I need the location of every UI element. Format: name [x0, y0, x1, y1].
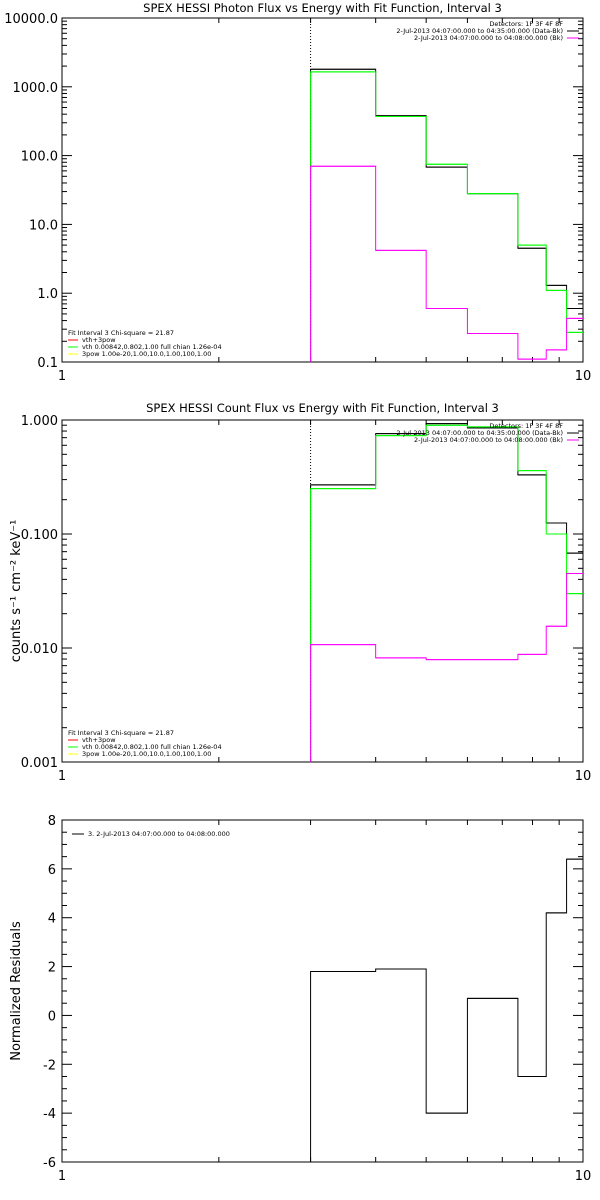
y-tick-label: 1000.0 [13, 81, 59, 96]
series-2-step-line [310, 573, 583, 762]
legend-left-entry: vth+3pow [82, 336, 116, 344]
legend-right-entry: 2-Jul-2013 04:07:00.000 to 04:35:00.000 … [396, 429, 563, 437]
legend-left-entry: 3pow 1.00e-20,1.00,10.0,1.00,100,1.00 [82, 350, 211, 358]
chart-title: SPEX HESSI Photon Flux vs Energy with Fi… [143, 1, 502, 15]
series-0-step-line [310, 858, 583, 1162]
plot-frame [61, 17, 584, 363]
legend-left-entry: vth 0.00842,0.802,1.00 full chian 1.26e-… [82, 743, 222, 751]
y-tick-label: 0 [48, 1009, 56, 1024]
y-axis-label: Normalized Residuals [9, 921, 24, 1061]
series-2-step-line [310, 165, 583, 362]
y-tick-label: 100.0 [21, 150, 58, 165]
y-tick-label: 0.1 [37, 356, 58, 371]
y-tick-label: 8 [48, 814, 56, 829]
plot-frame [61, 819, 584, 1163]
y-tick-label: 6 [48, 863, 56, 878]
series-0-step-line [310, 423, 583, 762]
legend-top-entry: 3. 2-Jul-2013 04:07:00.000 to 04:08:00.0… [88, 830, 230, 838]
y-tick-label: 2 [48, 961, 56, 976]
y-tick-label: -6 [43, 1156, 56, 1171]
x-tick-label: 10 [575, 369, 592, 384]
series-1-step-line [310, 424, 583, 762]
x-tick-label: 10 [575, 769, 592, 784]
y-tick-label: 1.000 [21, 414, 58, 429]
y-tick-label: 1.0 [37, 287, 58, 302]
legend-left-entry: Fit Interval 3 Chi-square = 21.87 [68, 329, 174, 337]
y-tick-label: -2 [43, 1058, 56, 1073]
y-tick-label: 0.100 [21, 528, 58, 543]
x-tick-label: 1 [58, 369, 66, 384]
legend-right-entry: Detectors: 1F 3F 4F 8F [489, 422, 563, 430]
legend-left-entry: vth+3pow [82, 736, 116, 744]
chart-title: SPEX HESSI Count Flux vs Energy with Fit… [146, 401, 499, 415]
legend-left-entry: vth 0.00842,0.802,1.00 full chian 1.26e-… [82, 343, 222, 351]
legend-right-entry: 2-Jul-2013 04:07:00.000 to 04:08:00.000 … [414, 34, 563, 42]
x-tick-label: 1 [58, 1169, 66, 1184]
y-tick-label: 0.010 [21, 642, 58, 657]
x-tick-label: 1 [58, 769, 66, 784]
legend-left-entry: Fit Interval 3 Chi-square = 21.87 [68, 729, 174, 737]
y-tick-label: -4 [43, 1107, 56, 1122]
legend-right-entry: Detectors: 1F 3F 4F 8F [489, 20, 563, 28]
series-0-step-line [310, 68, 583, 362]
series-1-step-line [310, 71, 583, 362]
legend-right-entry: 2-Jul-2013 04:07:00.000 to 04:35:00.000 … [396, 27, 563, 35]
y-tick-label: 10000.0 [4, 12, 58, 27]
y-tick-label: 10.0 [29, 218, 58, 233]
y-tick-label: 4 [48, 912, 56, 927]
legend-left-entry: 3pow 1.00e-20,1.00,10.0,1.00,100,1.00 [82, 750, 211, 758]
y-tick-label: 0.001 [21, 756, 58, 771]
x-tick-label: 10 [575, 1169, 592, 1184]
legend-right-entry: 2-Jul-2013 04:07:00.000 to 04:08:00.000 … [414, 436, 563, 444]
y-axis-label: counts s⁻¹ cm⁻² keV⁻¹ [9, 520, 24, 663]
plot-frame [61, 419, 584, 763]
